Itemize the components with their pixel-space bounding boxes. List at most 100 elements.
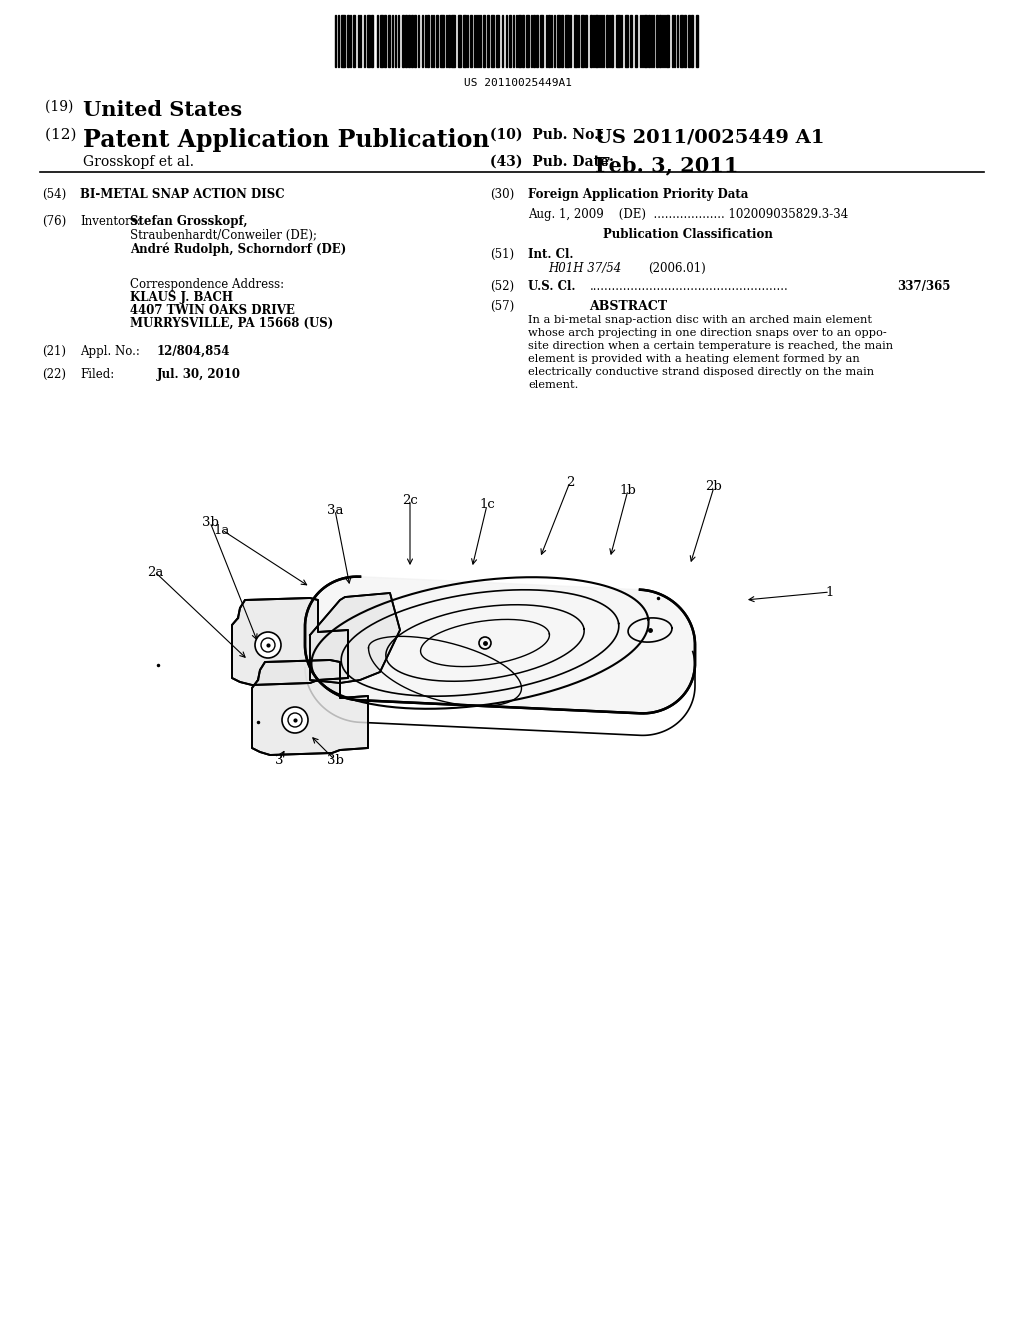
Bar	[548, 15, 550, 67]
Text: H01H 37/54: H01H 37/54	[548, 261, 622, 275]
Text: KLAUS J. BACH: KLAUS J. BACH	[130, 290, 233, 304]
Text: (52): (52)	[490, 280, 514, 293]
Polygon shape	[310, 593, 400, 682]
Text: US 20110025449A1: US 20110025449A1	[464, 78, 571, 88]
Text: site direction when a certain temperature is reached, the main: site direction when a certain temperatur…	[528, 341, 893, 351]
Text: (19): (19)	[45, 100, 78, 114]
Text: 3a: 3a	[327, 503, 343, 516]
Text: element is provided with a heating element formed by an: element is provided with a heating eleme…	[528, 354, 860, 364]
Text: 2c: 2c	[402, 494, 418, 507]
Text: 337/365: 337/365	[897, 280, 950, 293]
Text: (21): (21)	[42, 345, 66, 358]
Bar	[408, 15, 410, 67]
Bar	[625, 15, 628, 67]
Bar	[449, 15, 450, 67]
Bar	[595, 15, 598, 67]
Text: 1c: 1c	[479, 499, 495, 511]
Bar	[367, 15, 370, 67]
Text: André Rudolph, Schorndorf (DE): André Rudolph, Schorndorf (DE)	[130, 243, 346, 256]
Text: Grosskopf et al.: Grosskopf et al.	[83, 154, 194, 169]
Text: element.: element.	[528, 380, 579, 389]
Bar	[540, 15, 543, 67]
Bar	[684, 15, 686, 67]
Bar	[518, 15, 521, 67]
Text: 2b: 2b	[706, 480, 722, 494]
Text: 3: 3	[274, 754, 284, 767]
Bar	[522, 15, 524, 67]
Bar	[406, 15, 407, 67]
Bar	[380, 15, 383, 67]
Text: Publication Classification: Publication Classification	[603, 228, 773, 242]
Bar	[585, 15, 587, 67]
Text: (57): (57)	[490, 300, 514, 313]
Bar	[696, 15, 698, 67]
Bar	[635, 15, 637, 67]
Text: (54): (54)	[42, 187, 67, 201]
Text: 4407 TWIN OAKS DRIVE: 4407 TWIN OAKS DRIVE	[130, 304, 295, 317]
Bar	[440, 15, 444, 67]
Text: 2a: 2a	[146, 565, 163, 578]
Text: Inventors:: Inventors:	[80, 215, 140, 228]
Bar	[611, 15, 613, 67]
Bar	[581, 15, 584, 67]
Bar	[616, 15, 620, 67]
Bar	[487, 15, 489, 67]
Bar	[371, 15, 373, 67]
Text: Appl. No.:: Appl. No.:	[80, 345, 140, 358]
Polygon shape	[232, 598, 348, 685]
Bar	[557, 15, 560, 67]
Text: Straubenhardt/Conweiler (DE);: Straubenhardt/Conweiler (DE);	[130, 228, 317, 242]
Text: (30): (30)	[490, 187, 514, 201]
Bar	[414, 15, 416, 67]
Polygon shape	[305, 577, 695, 713]
Text: (10)  Pub. No.:: (10) Pub. No.:	[490, 128, 604, 143]
Bar	[606, 15, 608, 67]
Text: (51): (51)	[490, 248, 514, 261]
Bar	[656, 15, 658, 67]
Bar	[680, 15, 683, 67]
Bar	[427, 15, 429, 67]
Bar	[353, 15, 355, 67]
Bar	[666, 15, 669, 67]
Text: .....................................................: ........................................…	[590, 280, 788, 293]
Bar	[402, 15, 404, 67]
Text: whose arch projecting in one direction snaps over to an oppo-: whose arch projecting in one direction s…	[528, 327, 887, 338]
Text: Correspondence Address:: Correspondence Address:	[130, 279, 284, 290]
Polygon shape	[252, 660, 368, 755]
Text: (12): (12)	[45, 128, 81, 143]
Circle shape	[255, 632, 281, 657]
Text: (43)  Pub. Date:: (43) Pub. Date:	[490, 154, 614, 169]
Bar	[341, 15, 345, 67]
Text: Patent Application Publication: Patent Application Publication	[83, 128, 489, 152]
Bar	[648, 15, 650, 67]
Bar	[451, 15, 455, 67]
Text: Stefan Grosskopf,: Stefan Grosskopf,	[130, 215, 248, 228]
Text: Aug. 1, 2009    (DE)  ................... 102009035829.3-34: Aug. 1, 2009 (DE) ................... 10…	[528, 209, 848, 220]
Bar	[384, 15, 386, 67]
Text: Jul. 30, 2010: Jul. 30, 2010	[157, 368, 241, 381]
Text: BI-METAL SNAP ACTION DISC: BI-METAL SNAP ACTION DISC	[80, 187, 285, 201]
Text: US 2011/0025449 A1: US 2011/0025449 A1	[595, 128, 824, 147]
Bar	[536, 15, 538, 67]
Bar	[691, 15, 693, 67]
Text: Int. Cl.: Int. Cl.	[528, 248, 573, 261]
Bar	[347, 15, 349, 67]
Text: 1: 1	[825, 586, 835, 598]
Bar	[644, 15, 647, 67]
Text: United States: United States	[83, 100, 242, 120]
Bar	[490, 15, 494, 67]
Bar	[561, 15, 563, 67]
Bar	[509, 15, 511, 67]
Circle shape	[282, 708, 308, 733]
Text: U.S. Cl.: U.S. Cl.	[528, 280, 575, 293]
Bar	[436, 15, 438, 67]
Bar	[411, 15, 413, 67]
Bar	[458, 15, 461, 67]
Bar	[565, 15, 569, 67]
Text: Filed:: Filed:	[80, 368, 115, 381]
Text: electrically conductive strand disposed directly on the main: electrically conductive strand disposed …	[528, 367, 874, 378]
Bar	[688, 15, 690, 67]
Text: Foreign Application Priority Data: Foreign Application Priority Data	[528, 187, 749, 201]
Text: 2: 2	[566, 475, 574, 488]
Text: (22): (22)	[42, 368, 66, 381]
